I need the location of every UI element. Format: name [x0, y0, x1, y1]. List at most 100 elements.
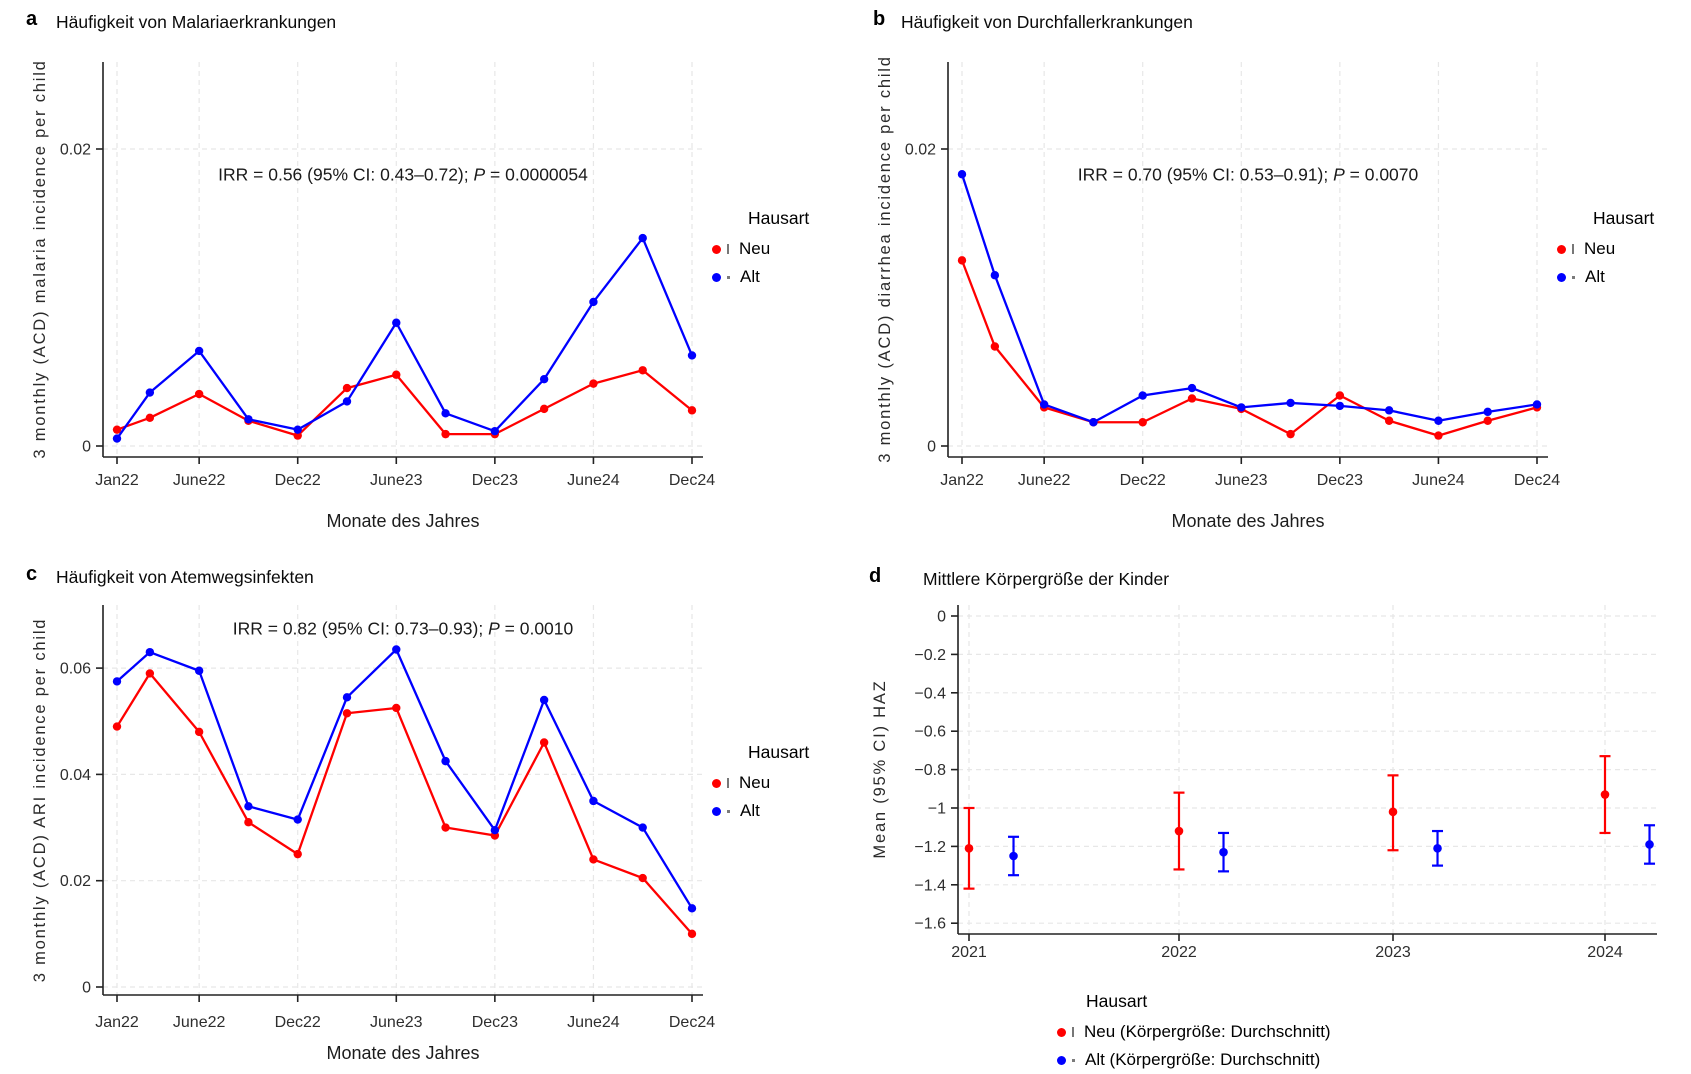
- legend-title: Hausart: [1593, 208, 1655, 228]
- series-line: [116, 236, 694, 440]
- y-tick-label: 0.02: [60, 142, 91, 159]
- data-point: [194, 346, 204, 356]
- series-neu: [963, 755, 1611, 890]
- x-tick-label: June24: [1412, 472, 1465, 489]
- series-alt: [1008, 824, 1656, 877]
- x-tick-label: Dec23: [1317, 472, 1363, 489]
- data-point: [1138, 391, 1147, 400]
- series-alt: [957, 170, 1542, 427]
- data-point: [112, 425, 122, 434]
- x-tick-label: Jan22: [940, 472, 984, 489]
- legend-key-line-fragment: [1072, 1027, 1074, 1037]
- irr-annotation-malaria: IRR = 0.56 (95% CI: 0.43–0.72); P = 0.00…: [218, 165, 588, 186]
- legend-entry: Neu: [705, 769, 809, 797]
- y-tick-label: −0.6: [914, 724, 946, 741]
- panel-diarrhea: b Häufigkeit von Durchfallerkrankungen 3…: [845, 0, 1691, 531]
- data-point: [145, 388, 155, 397]
- data-point: [1483, 416, 1492, 425]
- x-tick-label: 2022: [1161, 944, 1197, 961]
- mean-point: [1174, 826, 1184, 836]
- x-tick-label: Jan22: [95, 1014, 139, 1031]
- legend-entry-label: Alt: [740, 801, 760, 820]
- annotation-p-value: = 0.0010: [499, 618, 574, 639]
- line-chart-diarrhea: Jan22 June22 Dec22 June23 Dec23 June24 Dec24 0 0…: [905, 62, 1560, 489]
- y-tick-label: −1: [928, 801, 946, 818]
- legend-hausart-a: Hausart Neu Alt: [705, 207, 809, 291]
- x-tick-label: June22: [1018, 472, 1071, 489]
- annotation-p-value: = 0.0000054: [485, 164, 588, 185]
- irr-annotation-ari: IRR = 0.82 (95% CI: 0.73–0.93); P = 0.00…: [233, 619, 574, 640]
- x-tick-label: Dec24: [1514, 472, 1560, 489]
- data-point: [687, 406, 697, 415]
- legend-point-icon: [712, 806, 721, 816]
- data-point: [1434, 431, 1443, 440]
- series-alt: [112, 233, 697, 443]
- data-point: [589, 379, 598, 388]
- data-point: [539, 738, 549, 747]
- data-point: [687, 904, 697, 913]
- legend-hausart-b: Hausart Neu Alt: [1550, 207, 1654, 291]
- data-point: [539, 695, 549, 705]
- mean-point: [1219, 847, 1228, 857]
- legend-key-line-fragment: [1072, 1058, 1075, 1062]
- data-point: [1335, 401, 1345, 411]
- legend-entry-label: Alt (Körpergröße: Durchschnitt): [1085, 1050, 1321, 1069]
- legend-entry-label: Neu (Körpergröße: Durchschnitt): [1084, 1022, 1331, 1041]
- legend-key-line-fragment: [727, 244, 729, 254]
- data-point: [638, 823, 647, 832]
- series-line: [960, 173, 1538, 424]
- x-tick-label: June23: [1215, 472, 1268, 489]
- y-tick-label: −1.6: [914, 916, 946, 933]
- legend-title: Hausart: [1086, 991, 1148, 1011]
- data-point: [638, 873, 647, 883]
- x-tick-label: 2021: [951, 944, 987, 961]
- data-point: [1089, 418, 1098, 427]
- data-point: [244, 818, 253, 827]
- x-tick-label: June23: [370, 472, 423, 489]
- y-tick-label: −0.8: [914, 762, 946, 779]
- data-point: [441, 429, 450, 439]
- data-point: [1187, 394, 1197, 403]
- mean-point: [1009, 851, 1018, 861]
- x-tick-label: June23: [370, 1014, 423, 1031]
- data-point: [638, 366, 647, 375]
- data-point: [392, 370, 401, 379]
- data-point: [990, 271, 1000, 280]
- data-point: [1039, 400, 1049, 409]
- data-point: [342, 383, 352, 393]
- y-tick-label: −0.4: [914, 685, 946, 702]
- legend-entry: Neu (Körpergröße: Durchschnitt): [1050, 1018, 1331, 1046]
- data-point: [392, 645, 401, 654]
- legend-entry: Neu: [705, 235, 809, 263]
- legend-key-line-fragment: [727, 275, 730, 279]
- panel-letter-c: c: [26, 563, 38, 585]
- data-point: [589, 855, 598, 864]
- data-point: [957, 170, 967, 179]
- panel-title-ari: Häufigkeit von Atemwegsinfekten: [56, 567, 314, 587]
- data-point: [194, 666, 204, 675]
- legend-point-icon: [1557, 272, 1566, 282]
- series-line: [960, 259, 1538, 437]
- series-neu: [957, 256, 1542, 440]
- mean-point: [1433, 844, 1442, 853]
- panel-letter-a: a: [26, 8, 38, 30]
- data-point: [392, 318, 401, 327]
- data-point: [112, 434, 122, 443]
- panel-title-haz: Mittlere Körpergröße der Kinder: [923, 569, 1170, 589]
- x-axis-title-diarrhea: Monate des Jahres: [1171, 511, 1325, 531]
- data-point: [539, 404, 549, 414]
- mean-point: [964, 844, 974, 853]
- data-point: [1384, 406, 1394, 415]
- legend-hausart-c: Hausart Neu Alt: [705, 741, 809, 825]
- data-point: [194, 727, 204, 737]
- legend-point-icon: [712, 272, 721, 282]
- data-point: [687, 929, 697, 939]
- annotation-p-italic: P: [488, 618, 500, 639]
- panel-title-malaria: Häufigkeit von Malariaerkrankungen: [56, 12, 337, 32]
- data-point: [1237, 403, 1246, 412]
- y-tick-label: −1.4: [914, 877, 946, 894]
- data-point: [1483, 407, 1492, 417]
- legend-entry: Alt: [705, 797, 809, 825]
- panel-letter-d: d: [869, 565, 882, 587]
- data-point: [441, 823, 450, 832]
